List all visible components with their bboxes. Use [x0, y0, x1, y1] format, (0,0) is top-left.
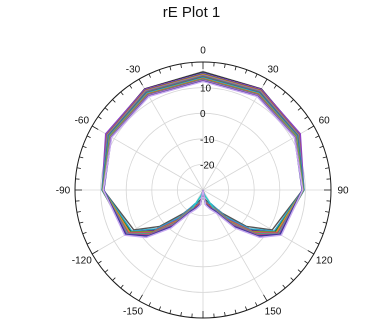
angle-tick-mark	[255, 73, 258, 78]
angle-tick-mark	[304, 260, 309, 264]
angle-tick-mark	[82, 145, 87, 148]
angle-tick-mark	[322, 156, 327, 159]
angle-tick-mark	[76, 211, 81, 213]
angle-tick-mark	[86, 135, 91, 138]
angle-tick-mark	[138, 294, 143, 302]
angle-tick-mark	[315, 242, 320, 245]
angle-tick-mark	[290, 99, 294, 103]
angle-tick-mark	[273, 291, 277, 296]
angle-grid-spoke	[202, 78, 268, 191]
angle-tick-mark	[91, 250, 99, 255]
angle-tick-label: 0	[200, 46, 206, 57]
angle-grid-spoke	[138, 78, 204, 191]
chart-title: rE Plot 1	[162, 4, 221, 21]
angle-grid-spoke	[202, 189, 315, 255]
angle-tick-mark	[86, 242, 91, 245]
angle-tick-mark	[112, 277, 116, 281]
angle-tick-mark	[304, 116, 309, 120]
angle-tick-mark	[79, 221, 84, 224]
label-layer: 0306090120150-180-150-120-90-60-30100-10…	[56, 46, 349, 318]
angle-tick-mark	[79, 156, 84, 159]
angle-grid-spoke	[91, 189, 204, 255]
angle-tick-label: 30	[267, 64, 279, 75]
angle-tick-mark	[282, 284, 286, 289]
angle-tick-mark	[104, 107, 109, 111]
angle-tick-mark	[234, 309, 237, 314]
angle-tick-mark	[120, 284, 124, 289]
angle-tick-mark	[297, 107, 302, 111]
angle-tick-label: 150	[265, 307, 282, 318]
angle-tick-mark	[91, 125, 99, 130]
angle-tick-label: -30	[126, 64, 141, 75]
radial-tick-label: -20	[200, 160, 215, 171]
angle-tick-mark	[255, 302, 258, 307]
angle-tick-mark	[180, 312, 182, 317]
angle-tick-label: -90	[56, 186, 71, 197]
angle-tick-mark	[129, 291, 133, 296]
angle-tick-mark	[180, 63, 182, 68]
angle-tick-mark	[315, 135, 320, 138]
angle-tick-mark	[319, 145, 324, 148]
angle-tick-label: 60	[319, 116, 331, 127]
angle-tick-mark	[129, 84, 133, 89]
angle-tick-mark	[82, 232, 87, 235]
angle-tick-label: -60	[75, 116, 90, 127]
series-line	[102, 80, 304, 239]
angle-tick-mark	[319, 232, 324, 235]
grid-layer	[75, 62, 331, 318]
angle-tick-mark	[263, 78, 268, 86]
series-layer	[101, 71, 305, 239]
radial-tick-label: -10	[200, 135, 215, 146]
angle-tick-mark	[169, 309, 172, 314]
angle-tick-mark	[273, 84, 277, 89]
angle-tick-mark	[224, 312, 226, 317]
angle-tick-mark	[307, 125, 315, 130]
angle-tick-mark	[97, 260, 102, 264]
angle-tick-label: 90	[337, 186, 349, 197]
angle-tick-mark	[325, 167, 330, 169]
angle-tick-mark	[245, 306, 248, 311]
angle-tick-label: -120	[72, 256, 92, 267]
angle-tick-mark	[76, 167, 81, 169]
angle-tick-mark	[148, 73, 151, 78]
angle-tick-mark	[158, 306, 161, 311]
angle-tick-mark	[263, 294, 268, 302]
angle-tick-label: 120	[316, 256, 333, 267]
angle-tick-mark	[138, 78, 143, 86]
radial-tick-label: 0	[200, 109, 206, 120]
angle-tick-mark	[245, 69, 248, 74]
angle-tick-mark	[234, 66, 237, 71]
angle-tick-mark	[158, 69, 161, 74]
frame-layer	[74, 61, 332, 319]
angle-tick-mark	[97, 116, 102, 120]
angle-tick-mark	[148, 302, 151, 307]
radial-tick-label: 10	[200, 84, 212, 95]
angle-tick-mark	[307, 250, 315, 255]
angle-tick-mark	[282, 91, 286, 96]
angle-tick-mark	[104, 269, 109, 273]
angle-tick-mark	[290, 277, 294, 281]
angle-tick-mark	[169, 66, 172, 71]
angle-tick-mark	[112, 99, 116, 103]
angle-tick-mark	[325, 211, 330, 213]
angle-tick-mark	[297, 269, 302, 273]
angle-tick-label: -150	[123, 307, 143, 318]
angle-tick-mark	[224, 63, 226, 68]
angle-tick-mark	[120, 91, 124, 96]
angle-tick-mark	[322, 221, 327, 224]
